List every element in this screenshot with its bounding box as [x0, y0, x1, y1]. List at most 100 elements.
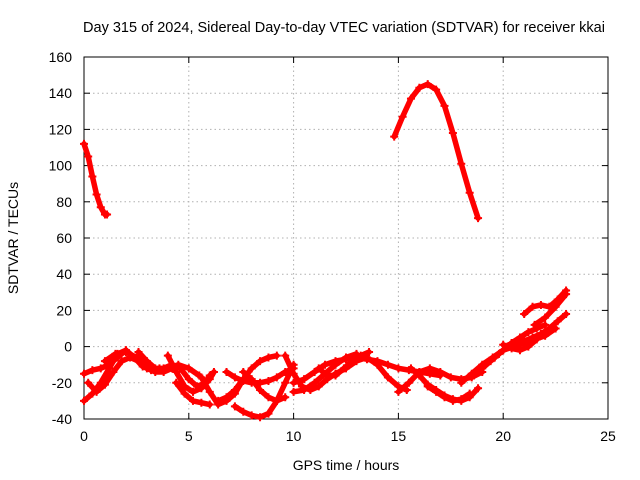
data-point: [398, 112, 407, 121]
data-point: [88, 366, 97, 375]
data-point: [264, 409, 273, 418]
series-group: [80, 80, 571, 422]
data-point: [188, 387, 197, 396]
data-point: [159, 364, 168, 373]
data-point: [289, 387, 298, 396]
data-point: [528, 302, 537, 311]
data-point: [197, 384, 206, 393]
series-line-arc-03: [84, 353, 177, 396]
data-point: [230, 386, 239, 395]
series-line-arc-12: [239, 367, 290, 405]
data-point: [197, 373, 206, 382]
data-point: [457, 378, 466, 387]
y-tick-label: 100: [49, 158, 73, 174]
data-point: [314, 382, 323, 391]
y-tick-label: 40: [56, 266, 72, 282]
x-tick-label: 20: [495, 428, 511, 444]
data-point: [80, 396, 88, 405]
data-point: [132, 353, 141, 362]
data-point: [362, 353, 371, 362]
series-line-arc-11: [230, 360, 298, 422]
data-point: [100, 380, 109, 389]
data-point: [520, 337, 529, 346]
data-point: [536, 329, 545, 338]
data-point: [524, 328, 533, 337]
grid-lines: [84, 57, 608, 419]
axis-ticks: 0 5 10 15 20 25 -40 -20 0 20 40 60 80 100 120 140 160: [49, 49, 616, 444]
data-point: [383, 373, 392, 382]
data-point: [256, 357, 265, 366]
series-line-arc-07: [172, 378, 214, 409]
series-line-arc-23: [490, 320, 550, 362]
data-point: [310, 367, 319, 376]
data-point: [545, 324, 554, 333]
y-tick-label: 120: [49, 121, 73, 137]
data-point: [80, 139, 88, 148]
data-point: [352, 357, 361, 366]
data-point: [465, 188, 474, 197]
chart-title: Day 315 of 2024, Sidereal Day-to-day VTE…: [83, 20, 605, 36]
y-tick-label: 0: [64, 339, 72, 355]
data-point: [142, 357, 151, 366]
data-point: [205, 375, 214, 384]
data-point: [180, 389, 189, 398]
data-point: [331, 360, 340, 369]
data-point: [562, 310, 571, 319]
series-path: [391, 81, 481, 221]
data-point: [163, 351, 172, 360]
data-point: [440, 393, 449, 402]
data-point: [92, 387, 101, 396]
x-tick-label: 5: [185, 428, 193, 444]
y-tick-label: 60: [56, 230, 72, 246]
y-axis-label: SDTVAR / TECUs: [5, 182, 21, 294]
data-point: [562, 290, 571, 299]
data-point: [239, 367, 248, 376]
data-point: [415, 371, 424, 380]
data-point: [432, 387, 441, 396]
series-path: [531, 291, 569, 328]
data-point: [205, 387, 214, 396]
series-path: [85, 354, 175, 395]
series-line-arc-17: [331, 353, 411, 395]
data-point: [394, 387, 403, 396]
data-point: [134, 348, 143, 357]
series-line-arc-22: [469, 310, 571, 380]
data-point: [281, 351, 290, 360]
data-point: [457, 395, 466, 404]
data-point: [553, 317, 562, 326]
data-point: [524, 342, 533, 351]
y-tick-label: -40: [52, 411, 72, 427]
data-point: [197, 398, 206, 407]
x-tick-label: 15: [391, 428, 407, 444]
y-tick-label: 80: [56, 194, 72, 210]
data-point: [256, 413, 265, 422]
data-point: [507, 344, 516, 353]
series-line-arc-02: [80, 346, 130, 378]
data-point: [436, 367, 445, 376]
data-point: [448, 396, 457, 405]
data-point: [239, 376, 248, 385]
series-line-arc-26: [530, 290, 571, 329]
data-point: [272, 351, 281, 360]
data-point: [515, 333, 524, 342]
data-point: [530, 320, 539, 329]
data-point: [256, 386, 265, 395]
data-point: [394, 364, 403, 373]
data-point: [247, 364, 256, 373]
data-point: [446, 373, 455, 382]
data-point: [100, 357, 109, 366]
data-point: [415, 83, 424, 92]
data-point: [184, 364, 193, 373]
data-point: [406, 94, 415, 103]
series-path: [332, 354, 410, 393]
series-line-arc-early-high: [80, 139, 112, 219]
data-point: [117, 357, 126, 366]
data-point: [448, 129, 457, 138]
data-point: [541, 320, 550, 329]
data-point: [289, 378, 298, 387]
data-point: [264, 376, 273, 385]
data-point: [551, 302, 560, 311]
data-point: [84, 378, 93, 387]
data-point: [465, 389, 474, 398]
